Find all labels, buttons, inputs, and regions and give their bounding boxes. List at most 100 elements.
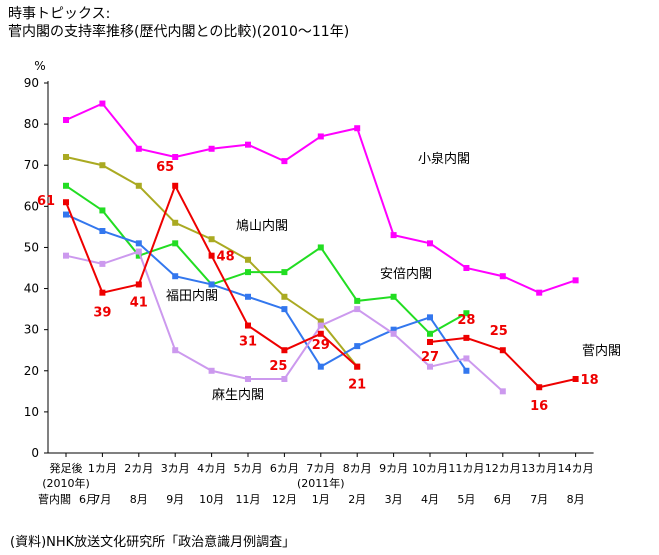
kan-month-label-14: 8月 [567, 493, 585, 506]
y-tick-label-90: 90 [24, 76, 39, 90]
x-tick-label-13: 13カ月 [521, 462, 557, 475]
series-point-aso-4 [208, 367, 215, 374]
y-tick-label-30: 30 [24, 323, 39, 337]
y-tick-label-20: 20 [24, 364, 39, 378]
series-point-hatoyama-5 [245, 256, 251, 263]
series-point-abe-7 [317, 244, 324, 251]
series-point-hatoyama-1 [99, 162, 106, 169]
series-line-fukuda [65, 213, 468, 372]
x-tick-label-5: 5カ月 [234, 462, 263, 475]
series-point-aso-3 [172, 347, 179, 354]
series-point-aso-6 [281, 376, 288, 382]
series-point-kan-2 [135, 281, 142, 288]
kan-month-label-4: 10月 [199, 493, 224, 506]
series-name-fukuda: 福田内閣 [166, 288, 218, 304]
series-point-kan-12 [499, 347, 506, 354]
kan-value-label-2: 41 [130, 295, 148, 310]
series-point-fukuda-2 [135, 240, 142, 247]
series-point-aso-10 [427, 363, 433, 370]
kan-value-label-3: 65 [156, 160, 174, 175]
series-point-hatoyama-6 [281, 293, 288, 300]
series-point-koizumi-1 [99, 100, 106, 107]
x-tick-label-9: 9カ月 [379, 462, 408, 475]
series-point-abe-2 [135, 252, 142, 259]
series-name-koizumi: 小泉内閣 [418, 151, 470, 167]
series-point-koizumi-7 [317, 133, 324, 140]
source-note: (資料)NHK放送文化研究所「政治意識月例調査」 [10, 535, 296, 550]
series-name-aso: 麻生内閣 [212, 387, 264, 403]
series-point-koizumi-4 [208, 145, 215, 152]
kan-value-label-7: 29 [312, 338, 330, 353]
series-point-kan-8 [354, 363, 361, 370]
x-tick-label-7: 7カ月 [306, 462, 335, 475]
series-point-aso-1 [99, 260, 106, 267]
series-point-koizumi-13 [536, 289, 543, 296]
series-name-hatoyama: 鳩山内閣 [236, 218, 288, 234]
series-point-fukuda-4 [208, 281, 215, 288]
series-point-kan-13 [536, 384, 543, 391]
series-point-fukuda-5 [245, 293, 251, 300]
series-point-hatoyama-2 [135, 182, 142, 189]
x-tick-label-12: 12カ月 [485, 462, 521, 475]
series-point-aso-0 [63, 252, 69, 259]
series-point-kan-3 [172, 182, 179, 189]
series-point-koizumi-2 [135, 145, 142, 152]
y-tick-label-60: 60 [24, 199, 39, 213]
series-point-koizumi-10 [427, 240, 433, 247]
kan-value-label-10: 27 [421, 350, 439, 365]
series-point-koizumi-6 [281, 158, 288, 165]
series-point-aso-12 [499, 388, 506, 395]
x-tick-label-14: 14カ月 [558, 462, 594, 475]
kan-month-label-8: 2月 [348, 493, 366, 506]
kan-value-label-8: 21 [348, 378, 366, 393]
series-point-koizumi-5 [245, 141, 251, 148]
chart-series [63, 100, 579, 395]
kan-month-label-0: 6月 [79, 493, 97, 506]
series-point-aso-8 [354, 306, 361, 313]
series-point-koizumi-0 [63, 117, 69, 123]
series-point-koizumi-3 [172, 154, 179, 160]
series-point-koizumi-9 [390, 232, 397, 239]
series-point-fukuda-7 [317, 363, 324, 370]
x-year-2010-label: (2010年) [42, 476, 90, 490]
kan-month-label-2: 8月 [130, 493, 148, 506]
kan-value-label-0: 61 [37, 194, 55, 209]
series-point-koizumi-12 [499, 273, 506, 280]
series-point-kan-5 [245, 322, 251, 329]
series-point-abe-3 [172, 240, 179, 247]
series-point-fukuda-3 [172, 273, 179, 280]
kan-month-label-12: 6月 [494, 493, 512, 506]
series-point-fukuda-0 [63, 211, 69, 218]
y-tick-label-10: 10 [24, 405, 39, 419]
x-tick-label-4: 4カ月 [197, 462, 226, 475]
y-tick-label-40: 40 [24, 282, 39, 296]
series-name-abe: 安倍内閣 [380, 266, 432, 282]
y-tick-label-80: 80 [24, 117, 39, 131]
kan-value-label-1: 39 [93, 306, 111, 321]
series-point-abe-5 [245, 269, 251, 276]
series-point-abe-10 [427, 330, 433, 337]
x-tick-label-2: 2カ月 [124, 462, 153, 475]
series-point-abe-0 [63, 182, 69, 189]
series-point-fukuda-9 [390, 326, 397, 333]
series-point-fukuda-10 [427, 314, 433, 321]
series-point-hatoyama-7 [317, 318, 324, 325]
series-fukuda [63, 211, 470, 374]
x-year-2011-label: (2011年) [297, 476, 345, 490]
series-point-fukuda-1 [99, 228, 106, 234]
kan-value-label-13: 16 [530, 399, 548, 414]
series-point-abe-11 [463, 310, 470, 317]
chart-title-line2: 菅内閣の支持率推移(歴代内閣との比較)(2010〜11年) [8, 24, 350, 40]
series-point-kan-4 [208, 252, 215, 259]
x-tick-label-0: 発足後 [50, 461, 83, 475]
kan-value-label-12: 25 [490, 324, 508, 339]
series-aso [63, 248, 506, 395]
series-name-kan: 菅内閣 [582, 343, 621, 359]
series-point-kan-7 [317, 330, 324, 337]
kan-value-label-5: 31 [239, 335, 257, 350]
series-point-abe-8 [354, 297, 361, 304]
kan-value-label-11: 28 [457, 313, 475, 328]
kan-value-label-6: 25 [269, 359, 287, 374]
kan-month-label-3: 9月 [166, 493, 184, 506]
